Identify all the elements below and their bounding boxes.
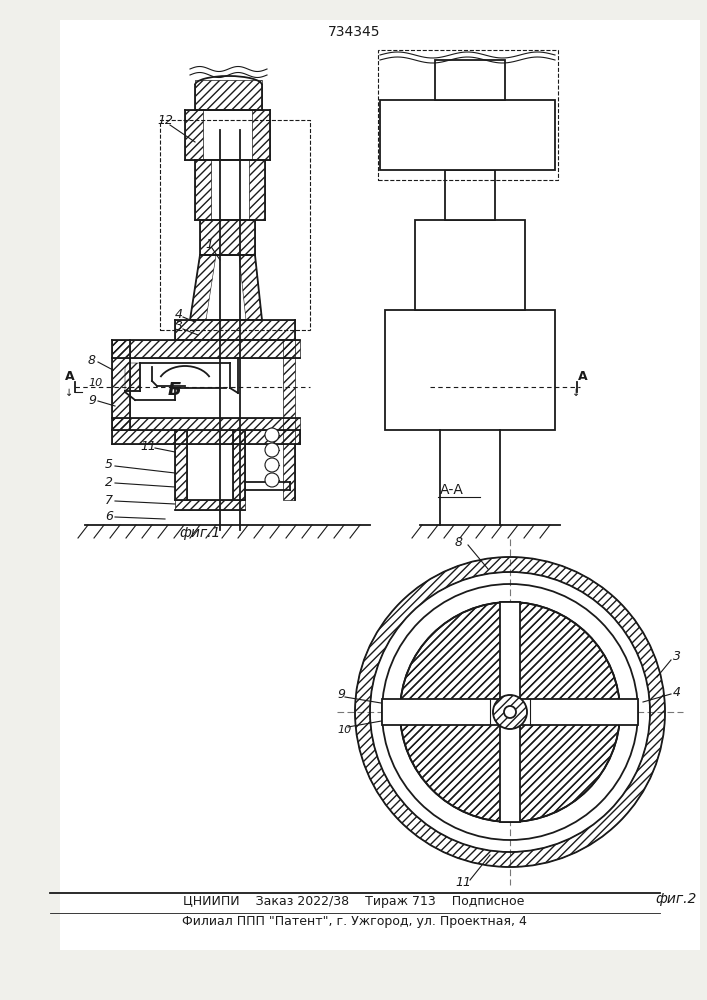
Text: фиг.2: фиг.2 <box>655 892 696 906</box>
Text: A: A <box>578 370 588 383</box>
Text: А-А: А-А <box>440 483 464 497</box>
Text: ЦНИИПИ    Заказ 2022/38    Тираж 713    Подписное: ЦНИИПИ Заказ 2022/38 Тираж 713 Подписное <box>183 895 525 908</box>
Bar <box>445 170 495 220</box>
Bar <box>175 320 295 340</box>
Text: 4: 4 <box>175 308 183 322</box>
Bar <box>175 500 245 510</box>
Bar <box>380 100 555 170</box>
Bar <box>283 340 295 500</box>
Text: 8: 8 <box>455 536 463 550</box>
Bar <box>160 120 310 330</box>
Bar <box>500 602 520 822</box>
Text: ↓: ↓ <box>65 388 73 398</box>
Text: 2: 2 <box>105 476 113 488</box>
Bar <box>185 110 203 160</box>
Circle shape <box>265 428 279 442</box>
Text: 9: 9 <box>337 688 345 700</box>
Circle shape <box>504 706 516 718</box>
Bar <box>415 220 525 310</box>
Text: 6: 6 <box>105 510 113 522</box>
Bar <box>130 358 270 418</box>
Bar <box>233 430 245 500</box>
Bar <box>112 340 130 430</box>
Text: 7: 7 <box>105 493 113 506</box>
Text: 734345: 734345 <box>328 25 380 39</box>
Text: Б: Б <box>168 381 182 399</box>
Bar <box>249 160 265 220</box>
Bar <box>378 50 558 180</box>
Circle shape <box>265 458 279 472</box>
Bar <box>112 418 300 430</box>
Text: 11: 11 <box>455 876 471 890</box>
Bar <box>112 430 300 444</box>
Bar <box>385 310 555 430</box>
Bar <box>382 699 638 725</box>
Bar <box>200 220 255 255</box>
Text: 8: 8 <box>88 354 96 366</box>
Circle shape <box>493 695 527 729</box>
Bar <box>60 540 700 950</box>
Bar <box>195 160 211 220</box>
Text: 11: 11 <box>140 440 156 454</box>
Text: фиг.1: фиг.1 <box>180 526 221 540</box>
Text: ↓: ↓ <box>572 388 580 398</box>
Text: 10: 10 <box>337 725 351 735</box>
Text: 3: 3 <box>175 320 183 334</box>
Text: 5: 5 <box>105 458 113 472</box>
Text: 9: 9 <box>88 393 96 406</box>
Text: 12: 12 <box>157 114 173 127</box>
Text: 4: 4 <box>673 686 681 698</box>
Bar <box>195 80 262 110</box>
Bar <box>252 110 270 160</box>
Circle shape <box>265 443 279 457</box>
Text: 3: 3 <box>673 650 681 664</box>
Text: 10: 10 <box>88 378 103 388</box>
Bar <box>112 340 300 358</box>
Bar <box>175 430 187 500</box>
Text: Филиал ППП "Патент", г. Ужгород, ул. Проектная, 4: Филиал ППП "Патент", г. Ужгород, ул. Про… <box>182 915 527 928</box>
Bar <box>435 60 505 100</box>
Circle shape <box>265 473 279 487</box>
Bar <box>60 20 700 540</box>
Text: A: A <box>65 370 75 383</box>
Text: 1: 1 <box>205 238 213 251</box>
